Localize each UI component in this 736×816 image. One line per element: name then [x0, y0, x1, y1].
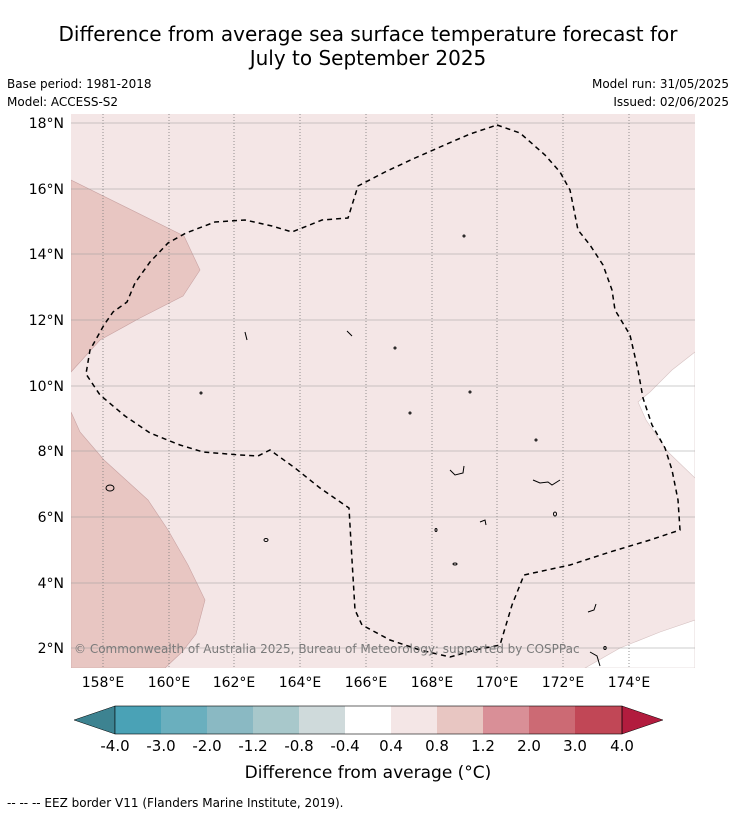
colorbar-segment: [437, 706, 483, 734]
lat-tick: 14°N: [29, 247, 64, 263]
title-line-2: July to September 2025: [249, 46, 487, 70]
lat-tick-labels: 18°N 16°N 14°N 12°N 10°N 8°N 6°N 4°N 2°N: [29, 116, 64, 657]
colorbar-tick: 0.8: [425, 737, 449, 755]
colorbar-tick: -2.0: [192, 737, 221, 755]
lon-tick-labels: 158°E 160°E 162°E 164°E 166°E 168°E 170°…: [82, 675, 651, 691]
colorbar-tick: 0.4: [379, 737, 403, 755]
light-zone-southeast: [584, 619, 695, 668]
colorbar-tick: 2.0: [517, 737, 541, 755]
colorbar-tick: -4.0: [100, 737, 129, 755]
lon-tick: 166°E: [345, 675, 388, 691]
anomaly-zone-southwest: [71, 411, 206, 668]
map-area[interactable]: © Commonwealth of Australia 2025, Bureau…: [71, 114, 695, 668]
colorbar-tick: -1.2: [238, 737, 267, 755]
meta-left: Base period: 1981-2018 Model: ACCESS-S2: [7, 75, 152, 111]
lat-tick: 10°N: [29, 379, 64, 395]
lon-tick: 168°E: [411, 675, 454, 691]
copyright-notice: © Commonwealth of Australia 2025, Bureau…: [74, 642, 580, 656]
lat-tick: 8°N: [38, 444, 64, 460]
lat-tick: 12°N: [29, 313, 64, 329]
colorbar: -4.0 -3.0 -2.0 -1.2 -0.8 -0.4 0.4 0.8 1.…: [73, 705, 664, 755]
colorbar-segment: [483, 706, 529, 734]
model-run: Model run: 31/05/2025: [591, 77, 729, 91]
colorbar-segment: [345, 706, 391, 734]
colorbar-tick: -0.4: [330, 737, 359, 755]
colorbar-high-extend: [621, 705, 664, 735]
lat-tick: 6°N: [38, 510, 64, 526]
meta-right: Model run: 31/05/2025 Issued: 02/06/2025: [592, 75, 729, 111]
lon-tick: 162°E: [213, 675, 256, 691]
eez-legend-footer: -- -- -- EEZ border V11 (Flanders Marine…: [7, 796, 344, 810]
lat-tick: 18°N: [29, 116, 64, 132]
lon-tick: 158°E: [82, 675, 125, 691]
colorbar-tick: 3.0: [563, 737, 587, 755]
islands: [105, 234, 607, 667]
light-zone-east: [637, 351, 695, 479]
colorbar-low-extend: [73, 705, 116, 735]
lon-tick: 164°E: [279, 675, 322, 691]
lon-tick: 174°E: [608, 675, 651, 691]
colorbar-tick: -0.8: [284, 737, 313, 755]
colorbar-segment: [391, 706, 437, 734]
colorbar-segment: [529, 706, 575, 734]
title-line-1: Difference from average sea surface temp…: [58, 22, 678, 46]
colorbar-tick-labels: -4.0 -3.0 -2.0 -1.2 -0.8 -0.4 0.4 0.8 1.…: [100, 737, 634, 755]
colorbar-segment: [575, 706, 622, 734]
lon-tick: 172°E: [542, 675, 585, 691]
colorbar-segment: [299, 706, 345, 734]
colorbar-label: Difference from average (°C): [244, 763, 492, 783]
lat-gridlines: [71, 122, 695, 649]
gridlines: [102, 114, 630, 668]
colorbar-segment: [115, 706, 161, 734]
colorbar-segment: [207, 706, 253, 734]
issued-date: Issued: 02/06/2025: [613, 95, 729, 109]
colorbar-tick: 4.0: [610, 737, 634, 755]
colorbar-tick: -3.0: [146, 737, 175, 755]
lat-tick: 4°N: [38, 576, 64, 592]
map-title: Difference from average sea surface temp…: [0, 22, 736, 70]
colorbar-segment: [161, 706, 207, 734]
lon-tick: 160°E: [148, 675, 191, 691]
base-period: Base period: 1981-2018: [7, 77, 152, 91]
lat-tick: 2°N: [38, 641, 64, 657]
colorbar-outline: [114, 705, 623, 735]
colorbar-tick: 1.2: [471, 737, 495, 755]
lat-tick: 16°N: [29, 182, 64, 198]
lon-tick: 170°E: [476, 675, 519, 691]
eez-border: [85, 124, 681, 658]
colorbar-segments: [115, 706, 622, 734]
colorbar-segment: [253, 706, 299, 734]
model-name: Model: ACCESS-S2: [7, 95, 119, 109]
